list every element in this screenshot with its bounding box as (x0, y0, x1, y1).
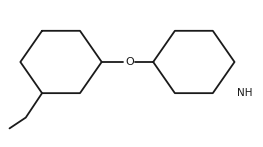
Text: NH: NH (237, 88, 253, 98)
Text: O: O (125, 57, 134, 67)
